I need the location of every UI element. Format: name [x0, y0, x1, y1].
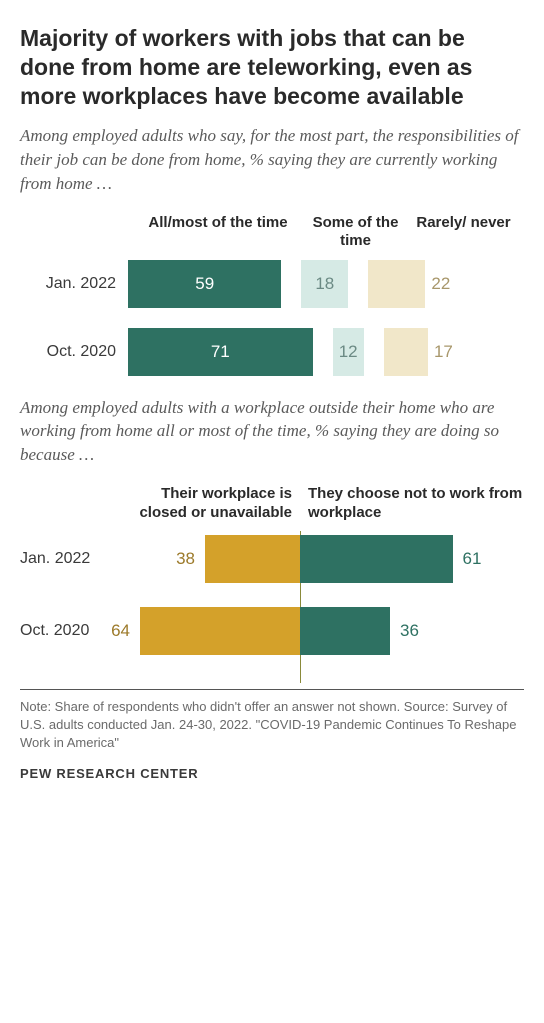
chart-title: Majority of workers with jobs that can b…: [20, 24, 524, 110]
chart2-bar-choose: [300, 607, 390, 655]
chart1-header-some: Some of the time: [308, 214, 403, 250]
chart1-row-label: Oct. 2020: [20, 343, 128, 361]
footnote-divider: [20, 689, 524, 690]
chart2-column-headers: Their workplace is closed or unavailable…: [20, 485, 524, 523]
chart1-row: Oct. 2020 71 12 17: [20, 328, 524, 376]
source-attribution: PEW RESEARCH CENTER: [20, 766, 524, 781]
chart1-bar-allmost: 71: [128, 328, 313, 376]
chart2-row-label: Jan. 2022: [20, 550, 120, 568]
chart1-row-label: Jan. 2022: [20, 275, 128, 293]
chart1-header-allmost: All/most of the time: [128, 214, 308, 250]
chart2-value-closed: 38: [176, 549, 195, 569]
chart2-row-label: Oct. 2020: [20, 622, 120, 640]
chart1-value-rarely: 22: [431, 274, 450, 294]
chart2-bars: Jan. 2022 38 61 Oct. 2020 64 36: [20, 535, 524, 687]
chart2-row: Jan. 2022 38 61: [20, 535, 524, 583]
chart1-bars: Jan. 2022 59 18 22 Oct. 2020 71 12 17: [20, 260, 524, 376]
chart1-row: Jan. 2022 59 18 22: [20, 260, 524, 308]
chart2-subtitle: Among employed adults with a workplace o…: [20, 396, 524, 467]
chart2-row: Oct. 2020 64 36: [20, 607, 524, 655]
chart2-bar-choose: [300, 535, 453, 583]
chart1-subtitle: Among employed adults who say, for the m…: [20, 124, 524, 195]
chart1-bar-rarely: [384, 328, 428, 376]
chart2-bar-closed: [205, 535, 300, 583]
chart2-value-choose: 36: [400, 621, 419, 641]
chart1-bar-rarely: [368, 260, 425, 308]
footnote: Note: Share of respondents who didn't of…: [20, 698, 524, 753]
chart1-column-headers: All/most of the time Some of the time Ra…: [20, 214, 524, 250]
chart1-header-rarely: Rarely/ never: [403, 214, 524, 250]
chart1-bar-some: 18: [301, 260, 348, 308]
chart2-value-choose: 61: [463, 549, 482, 569]
chart1-bar-some: 12: [333, 328, 364, 376]
chart2-header-closed: Their workplace is closed or unavailable: [120, 485, 300, 523]
chart1-bar-allmost: 59: [128, 260, 281, 308]
chart2-bar-closed: [140, 607, 300, 655]
chart1-value-rarely: 17: [434, 342, 453, 362]
chart2-value-closed: 64: [111, 621, 130, 641]
chart2-header-choose: They choose not to work from workplace: [300, 485, 524, 523]
